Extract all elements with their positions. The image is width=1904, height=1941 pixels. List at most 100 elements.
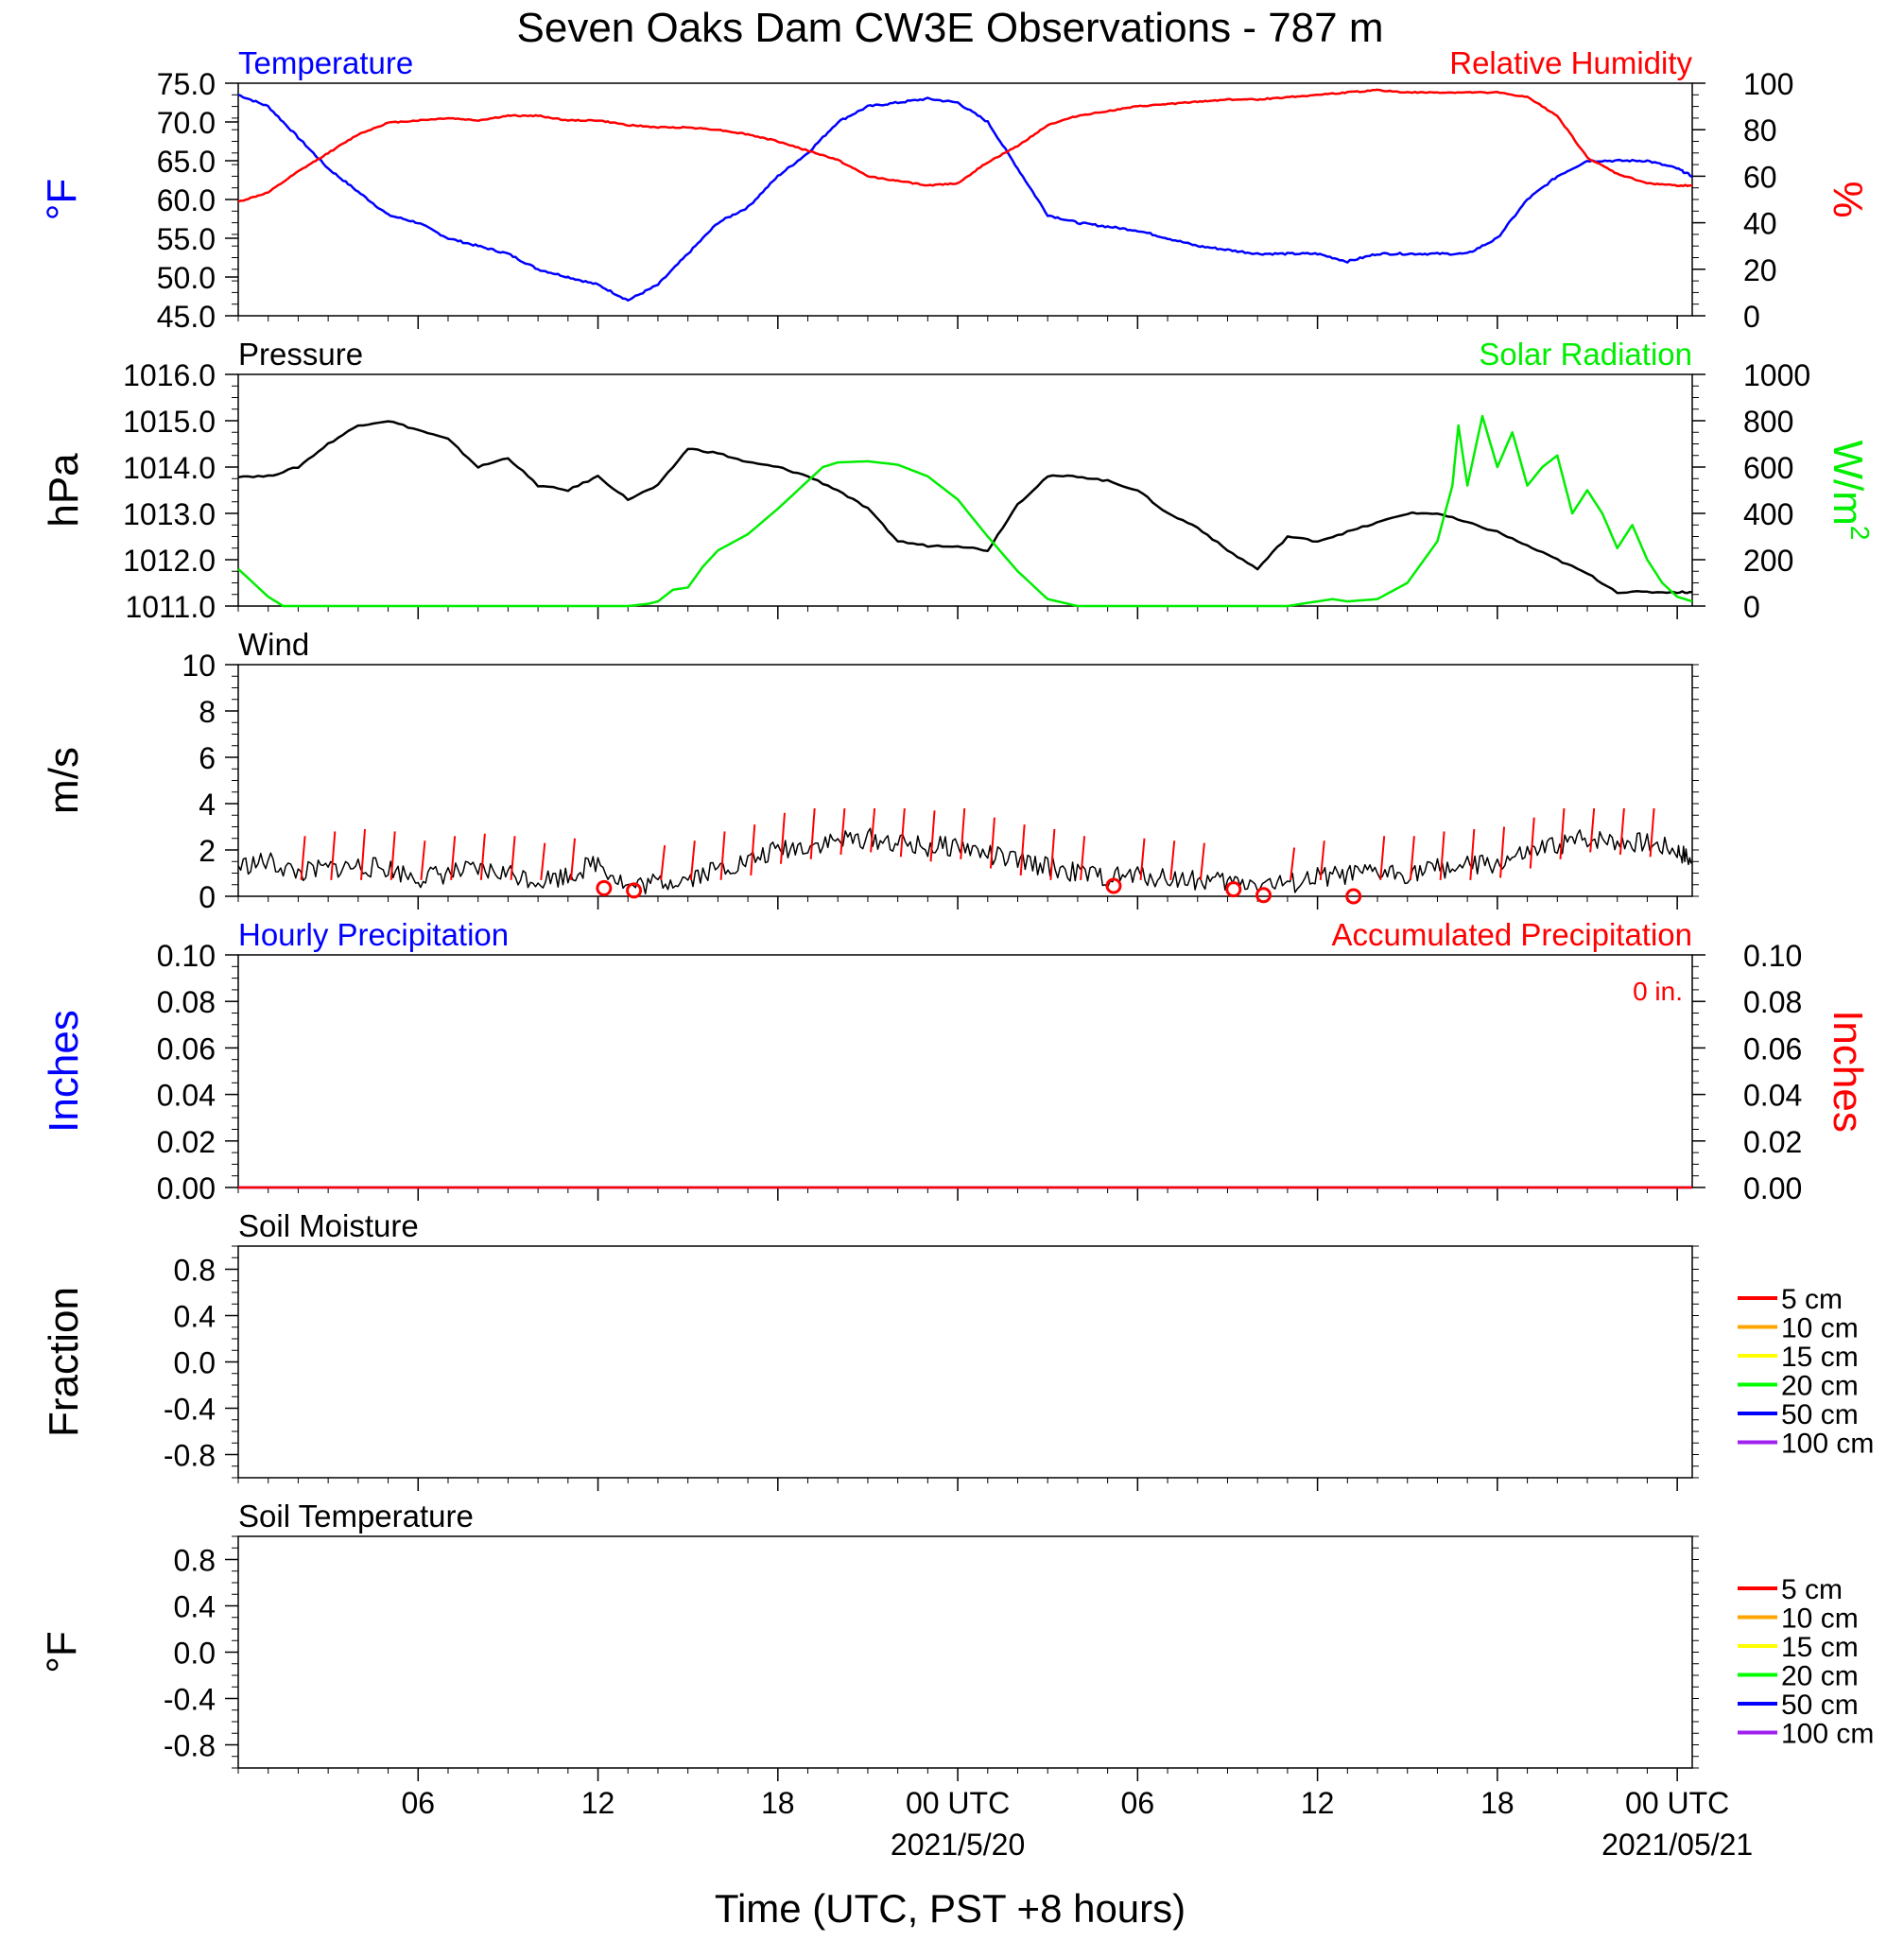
series-line — [237, 420, 1693, 595]
y-tick-label-left: -0.4 — [164, 1393, 216, 1427]
y-tick-label-left: 0.02 — [157, 1125, 216, 1159]
plot-frame — [237, 1535, 1693, 1769]
y-axis-label-left: m/s — [41, 747, 87, 814]
y-tick-label-right: 0 — [1743, 300, 1760, 334]
y-tick-label-left: 0.4 — [174, 1590, 216, 1624]
y-axis-label-left: °F — [39, 179, 85, 220]
y-tick-label-left: -0.8 — [164, 1729, 216, 1763]
wind-barb — [1199, 842, 1205, 880]
panel-3: 10 8 6 4 2 0 Wind m/s — [41, 627, 1699, 914]
wind-barb — [809, 807, 816, 859]
x-tick-label: 00 UTC — [1625, 1786, 1729, 1820]
wind-barb — [479, 833, 486, 880]
y-tick-label-left: 6 — [199, 741, 216, 775]
calm-marker — [1345, 888, 1362, 905]
y-tick-label-left: -0.4 — [164, 1683, 216, 1717]
calm-marker — [596, 879, 613, 896]
x-tick-label: 18 — [761, 1786, 795, 1820]
wind-barb — [1409, 836, 1415, 880]
series-line — [237, 94, 1693, 302]
plot-frame — [237, 954, 1693, 1188]
y-tick-label-left: 0 — [199, 880, 216, 914]
wind-barb — [1499, 826, 1506, 878]
wind-barb — [689, 841, 696, 880]
y-tick-label-left: 0.00 — [157, 1171, 216, 1205]
legend-label: 20 cm — [1781, 1371, 1859, 1402]
wind-barb — [330, 831, 337, 880]
y-tick-label-right: 40 — [1743, 207, 1777, 241]
panel-5: 0.8 0.4 0.0 -0.4 -0.8 Soil Moisture Fraction 5 … — [41, 1208, 1874, 1491]
wind-barb — [1649, 807, 1655, 858]
wind-barb — [839, 807, 846, 855]
wind-barb — [569, 838, 576, 880]
y-axis-label-left: Inches — [41, 1010, 87, 1133]
wind-barb — [660, 844, 666, 880]
x-date-label: 2021/5/20 — [891, 1828, 1025, 1862]
y-tick-label-left: 0.0 — [174, 1637, 216, 1671]
y-tick-label-right: 0.06 — [1743, 1031, 1802, 1066]
legend-label: 50 cm — [1781, 1690, 1859, 1721]
y-tick-label-right: 100 — [1743, 67, 1793, 101]
x-tick-label: 06 — [1121, 1786, 1155, 1820]
y-tick-label-left: 1014.0 — [123, 451, 216, 485]
y-tick-label-left: 2 — [199, 834, 216, 868]
x-tick-label: 00 UTC — [906, 1786, 1010, 1820]
y-tick-label-left: 1015.0 — [123, 405, 216, 439]
x-tick-label: 12 — [1301, 1786, 1335, 1820]
y-axis-label-left: hPa — [41, 453, 87, 528]
y-tick-label-left: 70.0 — [157, 106, 216, 140]
legend-label: 50 cm — [1781, 1399, 1859, 1430]
panel-title-left: Soil Temperature — [238, 1499, 474, 1534]
y-axis-label-left: Fraction — [41, 1287, 87, 1437]
y-tick-label-left: 45.0 — [157, 300, 216, 334]
y-axis-label-right: W/m2 — [1825, 441, 1875, 541]
y-tick-label-right: 0.08 — [1743, 985, 1802, 1019]
wind-barb — [1618, 807, 1625, 855]
wind-barb — [540, 842, 546, 880]
wind-barb — [1290, 847, 1296, 880]
y-axis-label-right-sup: 2 — [1845, 526, 1875, 541]
y-axis-label-right: Inches — [1825, 1010, 1871, 1133]
wind-barb — [779, 812, 786, 864]
y-tick-label-left: 10 — [182, 649, 216, 683]
legend-label: 5 cm — [1781, 1574, 1843, 1605]
y-tick-label-left: 50.0 — [157, 261, 216, 295]
panel-1: 75.0 70.0 65.0 60.0 55.0 50.0 45.0 100 80 60 40 20 0… — [39, 45, 1871, 334]
x-tick-label: 06 — [401, 1786, 435, 1820]
y-tick-label-right: 20 — [1743, 253, 1777, 287]
wind-barb — [960, 807, 966, 859]
panel-title-left: Soil Moisture — [238, 1208, 419, 1243]
panel-title-left: Hourly Precipitation — [238, 917, 509, 952]
y-axis-label-right-text: % — [1825, 181, 1871, 217]
y-tick-label-right: 80 — [1743, 113, 1777, 147]
y-tick-label-left: 4 — [199, 788, 216, 822]
y-tick-label-left: 0.8 — [174, 1544, 216, 1578]
wind-barb — [1379, 836, 1386, 880]
y-tick-label-left: 0.04 — [157, 1079, 216, 1113]
y-axis-label-right-text: W/m — [1825, 441, 1871, 526]
legend-label: 5 cm — [1781, 1284, 1843, 1315]
accumulated-annotation: 0 in. — [1633, 977, 1683, 1006]
y-tick-label-left: 1016.0 — [123, 358, 216, 392]
wind-barb — [1469, 828, 1476, 880]
wind-barb — [1559, 807, 1566, 859]
y-tick-label-right: 1000 — [1743, 358, 1810, 392]
y-tick-label-right: 800 — [1743, 405, 1793, 439]
x-axis: 06 12 18 00 UTC 06 12 18 00 UTC 2021/5/20 2021/05… — [401, 1786, 1753, 1862]
x-tick-label: 12 — [581, 1786, 615, 1820]
y-tick-label-left: 0.8 — [174, 1254, 216, 1288]
plot-frame — [237, 1245, 1693, 1479]
y-tick-label-right: 0 — [1743, 590, 1760, 624]
y-tick-label-right: 0.02 — [1743, 1125, 1802, 1159]
y-axis-label-right-text: Inches — [1825, 1010, 1871, 1133]
wind-barb — [1019, 823, 1026, 876]
legend-label: 20 cm — [1781, 1661, 1859, 1692]
y-tick-label-right: 0.00 — [1743, 1171, 1802, 1205]
y-tick-label-left: 75.0 — [157, 67, 216, 101]
wind-barb — [510, 836, 516, 880]
panel-title-left: Pressure — [238, 337, 363, 372]
legend-label: 10 cm — [1781, 1313, 1859, 1344]
calm-marker — [1225, 881, 1242, 898]
